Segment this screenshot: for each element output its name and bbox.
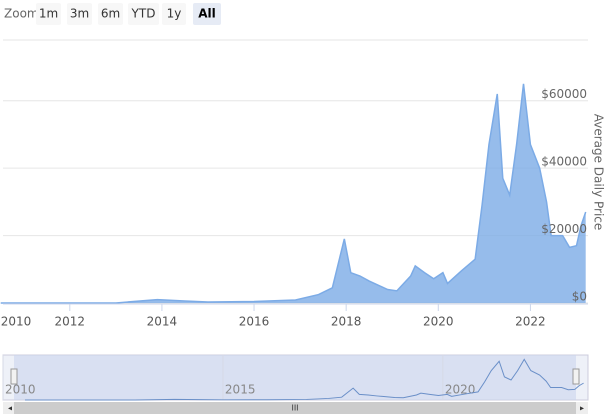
navigator-tick-label: 2010 [5, 383, 36, 397]
zoom-button-label: 3m [70, 7, 89, 21]
x-tick-label: 2020 [423, 315, 454, 329]
navigator-window[interactable] [14, 355, 576, 400]
zoom-button[interactable] [98, 3, 123, 25]
area-fill [0, 83, 586, 303]
y-tick-label: $20000 [541, 222, 587, 236]
x-tick-label: 2016 [239, 315, 270, 329]
zoom-button[interactable] [162, 3, 186, 25]
zoom-button-label: 1m [39, 7, 58, 21]
zoom-button[interactable] [36, 3, 61, 25]
zoom-button[interactable] [128, 3, 159, 25]
zoom-button-label: 1y [167, 7, 182, 21]
x-tick-label: 2012 [55, 315, 86, 329]
navigator-handle[interactable] [10, 368, 18, 385]
area-line [0, 83, 587, 304]
zoom-button-label: All [198, 7, 216, 21]
y-tick-label: $0 [572, 290, 587, 304]
scroll-right[interactable]: ▸ [580, 404, 584, 413]
scrollbar-grip: III [291, 404, 298, 413]
y-tick-label: $60000 [541, 87, 587, 101]
plot: $0 $20000 $40000 $60000 2010 2012 2014 2016 2018… [0, 83, 588, 329]
zoom-button[interactable] [67, 3, 92, 25]
navigator: 2010 2015 2020 [2, 355, 584, 401]
scroll-left[interactable]: ◂ [8, 404, 12, 413]
navigator-handle[interactable] [572, 368, 580, 385]
y-axis-title: Average Daily Price [592, 114, 606, 231]
scrollbar-thumb[interactable] [14, 402, 576, 414]
x-tick-label: 2010 [1, 315, 32, 329]
navigator-series [24, 358, 584, 401]
zoom-label: Zoom [4, 7, 39, 21]
x-tick-label: 2014 [147, 315, 178, 329]
navigator-tick-label: 2015 [225, 383, 256, 397]
x-tick-label: 2018 [331, 315, 362, 329]
y-tick-label: $40000 [541, 155, 587, 169]
zoom-button[interactable] [193, 3, 221, 25]
zoom-button-label: 6m [101, 7, 120, 21]
zoom-button-label: YTD [131, 7, 156, 21]
x-tick-label: 2022 [515, 315, 546, 329]
navigator-tick-label: 2020 [445, 383, 476, 397]
